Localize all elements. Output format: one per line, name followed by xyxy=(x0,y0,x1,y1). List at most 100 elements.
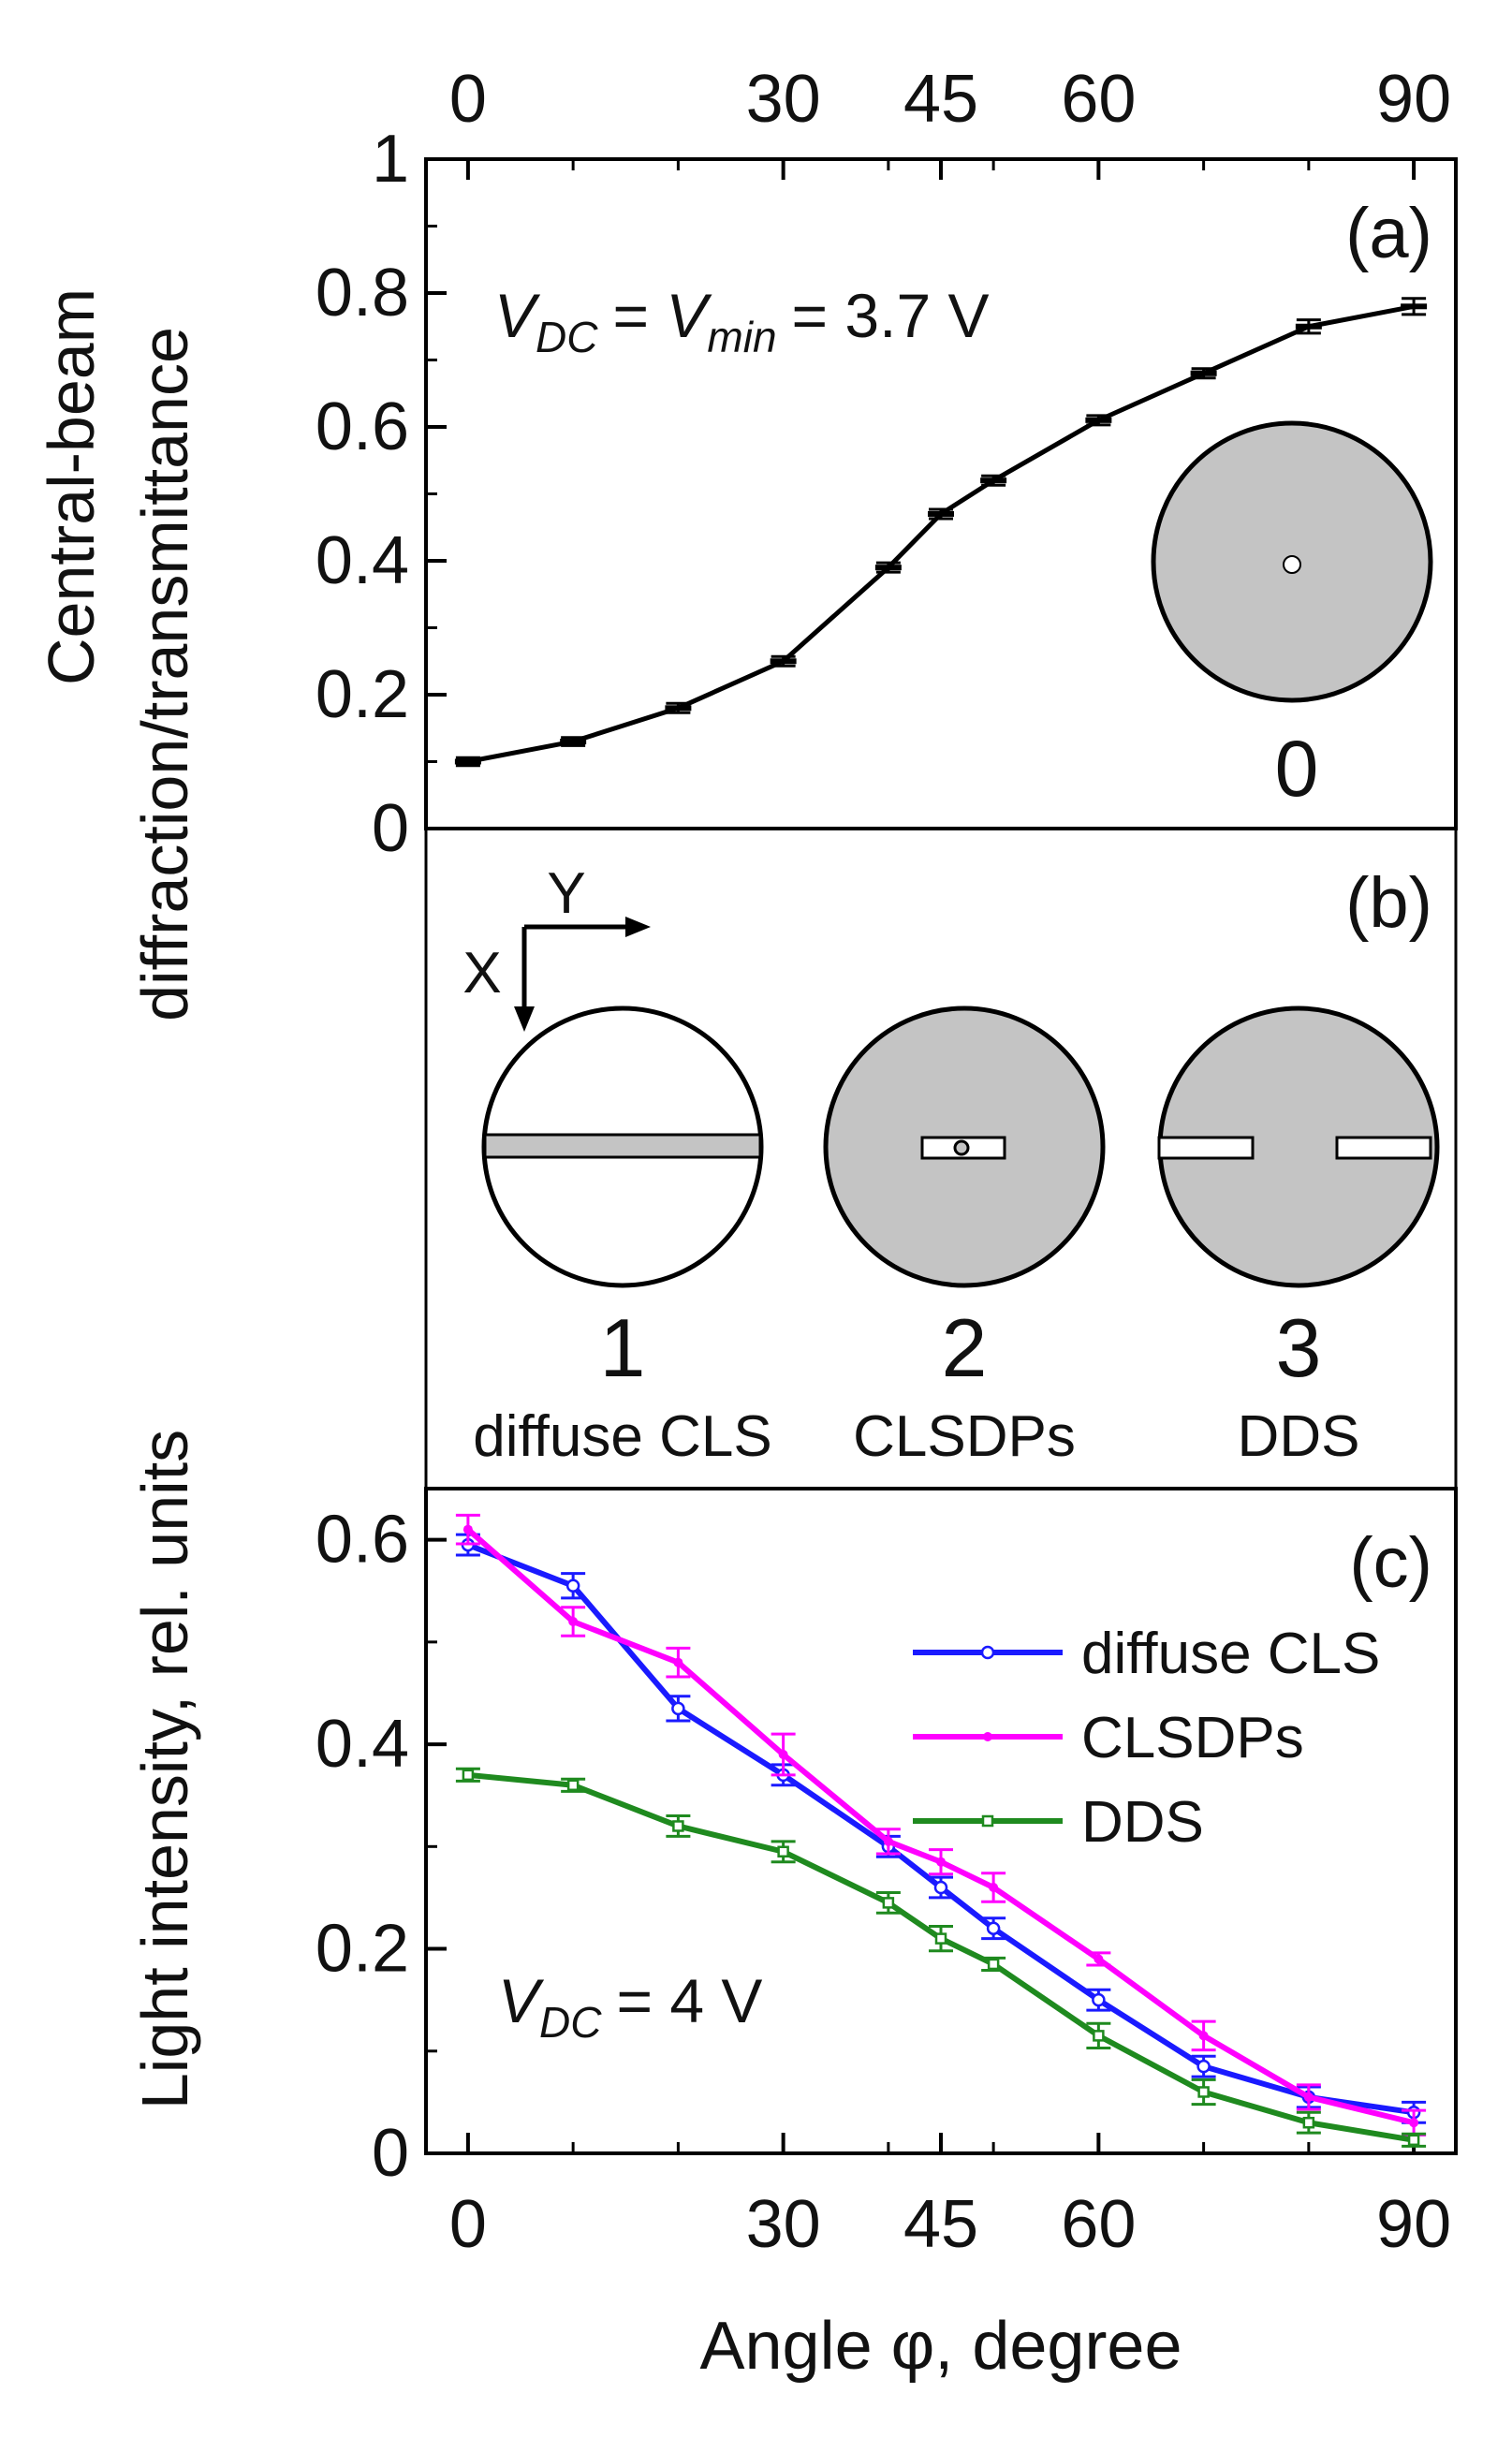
disc-2-clsdps xyxy=(823,1006,1106,1288)
y-tick-label: 0.2 xyxy=(316,1912,409,1987)
data-point xyxy=(770,658,797,665)
disc-2-droplet xyxy=(953,1139,970,1156)
disc-1-diffuse-cls xyxy=(481,1006,764,1288)
disc-1-caption: diffuse CLS xyxy=(473,1404,771,1469)
axis-x-label: X xyxy=(462,941,501,1006)
data-point xyxy=(778,1750,788,1759)
panel-c-plot xyxy=(455,1513,1427,2148)
x-tick-label: 45 xyxy=(903,62,978,137)
disc-3-caption: DDS xyxy=(1238,1404,1360,1469)
series-series-0 xyxy=(454,297,1428,768)
panel-a-ylabel-line2: diffraction/transmittance xyxy=(128,327,201,1021)
data-point xyxy=(933,1880,948,1895)
panel-c-annotation: VDC = 4 V xyxy=(498,1966,762,2047)
data-point xyxy=(874,565,902,571)
disc-3-dds xyxy=(1157,1006,1440,1288)
panel-a-top-x-ticks: 0 30 45 60 90 xyxy=(449,62,1451,180)
data-point xyxy=(1295,323,1322,330)
data-point xyxy=(462,1769,475,1782)
disc-3-number: 3 xyxy=(1276,1301,1322,1394)
data-point xyxy=(1085,417,1112,423)
series-clsdps xyxy=(455,1513,1427,2136)
data-point xyxy=(1093,2030,1105,2042)
x-tick-label: 60 xyxy=(1061,62,1136,137)
data-point xyxy=(1190,370,1217,376)
legend-label: DDS xyxy=(1081,1790,1204,1855)
legend-label: CLSDPs xyxy=(1081,1706,1304,1770)
data-point xyxy=(980,477,1007,484)
data-point xyxy=(565,1578,580,1593)
y-tick-label: 0.4 xyxy=(316,1707,409,1782)
data-point xyxy=(936,1857,946,1867)
inset-disc-0-center xyxy=(1283,555,1301,574)
legend-marker xyxy=(981,1814,994,1828)
data-point xyxy=(1409,2118,1419,2128)
x-tick-label: 45 xyxy=(903,2187,978,2262)
panel-a: 0 30 45 60 90 0 0.2 0.4 0.6 0.8 1 (a) Central-bea… xyxy=(35,62,1458,1021)
data-point xyxy=(928,510,954,517)
x-tick-label: 60 xyxy=(1061,2187,1136,2262)
disc-1-number: 1 xyxy=(600,1301,646,1394)
disc-1-stripe xyxy=(483,1133,762,1159)
legend-marker xyxy=(983,1732,992,1741)
data-point xyxy=(672,1820,684,1832)
coordinate-axes: Y X xyxy=(462,861,651,1032)
data-point xyxy=(673,1657,683,1667)
data-point xyxy=(1401,303,1428,310)
series-dds xyxy=(455,1767,1427,2148)
data-point xyxy=(883,1836,893,1846)
panel-c-x-ticks: 0 30 45 60 90 xyxy=(449,2133,1451,2262)
panel-a-ylabel-line1: Central-beam xyxy=(35,288,108,685)
data-point xyxy=(1198,2031,1209,2041)
data-point xyxy=(566,1779,580,1792)
data-point xyxy=(986,1921,1001,1935)
data-point xyxy=(1197,2086,1210,2098)
disc-3-slit-right xyxy=(1335,1136,1432,1160)
disc-2-number: 2 xyxy=(942,1301,988,1394)
data-point xyxy=(1302,2116,1315,2129)
panel-a-annotation: VDC = Vmin = 3.7 V xyxy=(494,281,990,361)
panel-a-inset-label: 0 xyxy=(1275,725,1319,813)
panel-c-ylabel: Light intensity, rel. units xyxy=(128,1430,201,2109)
series-line xyxy=(465,1527,1415,2126)
data-point xyxy=(1303,2092,1314,2102)
data-point xyxy=(1196,2059,1211,2074)
y-tick-label: 0.2 xyxy=(316,657,409,732)
legend-label: diffuse CLS xyxy=(1081,1622,1380,1686)
data-point xyxy=(665,705,692,712)
x-tick-label: 30 xyxy=(746,2187,821,2262)
y-tick-label: 0.6 xyxy=(316,1503,409,1578)
data-point xyxy=(1094,1954,1104,1964)
data-point xyxy=(934,1932,947,1945)
x-tick-label: 0 xyxy=(449,2187,487,2262)
panel-c-xlabel: Angle φ, degree xyxy=(699,2309,1182,2384)
data-point xyxy=(989,1883,999,1892)
panel-c: 0 0.2 0.4 0.6 0 30 45 60 90 (c) Light intensity… xyxy=(128,1430,1458,2384)
axis-y-arrowhead xyxy=(625,917,651,937)
data-point xyxy=(882,1897,895,1909)
y-tick-label: 1 xyxy=(372,122,409,197)
data-point xyxy=(671,1701,685,1716)
y-tick-label: 0.6 xyxy=(316,389,409,464)
disc-2-caption: CLSDPs xyxy=(853,1404,1076,1469)
panel-c-legend: diffuse CLS CLSDPs DDS xyxy=(913,1622,1380,1855)
data-point xyxy=(987,1958,1000,1971)
x-tick-label: 0 xyxy=(449,62,487,137)
data-point xyxy=(462,1524,473,1534)
y-tick-label: 0 xyxy=(372,2116,409,2191)
y-tick-label: 0 xyxy=(372,791,409,866)
disc-3-slit-left xyxy=(1157,1136,1255,1160)
panel-c-y-ticks: 0 0.2 0.4 0.6 xyxy=(316,1503,447,2191)
x-tick-label: 90 xyxy=(1376,62,1451,137)
legend-marker xyxy=(980,1645,995,1660)
x-tick-label: 30 xyxy=(746,62,821,137)
panel-a-plot xyxy=(454,297,1428,768)
panel-c-label: (c) xyxy=(1349,1523,1432,1603)
axis-x-arrowhead xyxy=(514,1006,535,1032)
data-point xyxy=(568,1617,579,1626)
data-point xyxy=(560,739,587,745)
data-point xyxy=(1407,2134,1420,2147)
data-point xyxy=(1092,1992,1106,2007)
panel-a-inset-disc-0 xyxy=(1151,420,1433,703)
